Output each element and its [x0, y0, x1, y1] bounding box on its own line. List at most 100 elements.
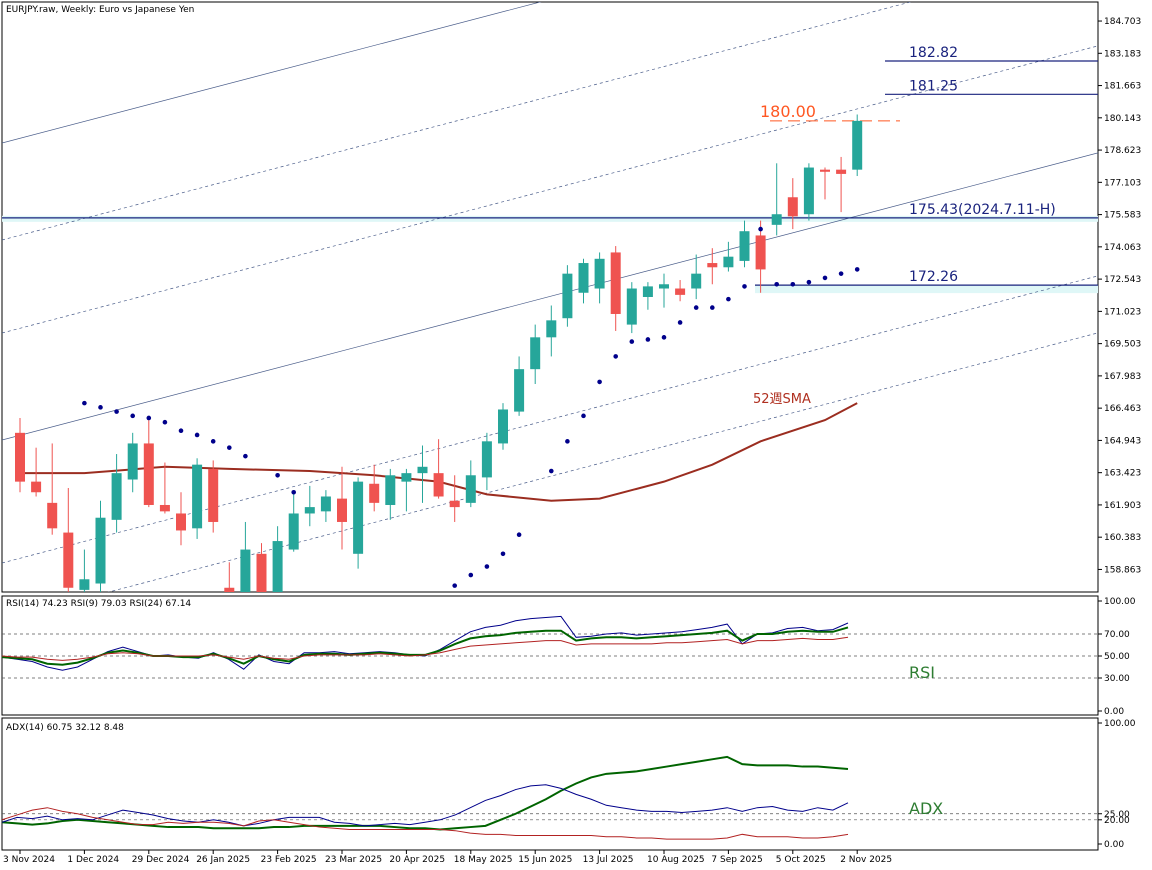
time-tick-label: 23 Mar 2025: [325, 855, 382, 865]
candle: [127, 432, 138, 493]
candle-body: [675, 288, 686, 295]
price-axis: 184.703 183.183 181.663 180.143 178.623 177.1…: [1098, 17, 1141, 575]
sar-dot: [774, 281, 779, 287]
time-tick-label: 3 Nov 2024: [3, 855, 55, 865]
adx-panel[interactable]: ADX(14) 60.75 32.12 8.48 ADX 100.00 25.00…: [1, 717, 1136, 851]
candle: [610, 246, 621, 331]
sar-dot: [452, 583, 458, 588]
sma-52-line: 52週SMA: [20, 392, 858, 502]
candle: [353, 477, 364, 569]
rsi-axis: 100.00 70.00 50.00 30.00 0.00: [1098, 597, 1136, 717]
candle: [562, 265, 573, 327]
candle: [63, 488, 74, 592]
candle-body: [707, 263, 718, 268]
candle-body: [304, 507, 315, 514]
candle-body: [240, 549, 251, 592]
candle: [272, 526, 283, 592]
candle: [514, 356, 525, 416]
candle-body: [642, 286, 653, 297]
level-label: 181.25: [909, 78, 958, 94]
channel-line: [2, 152, 1098, 441]
tick-label: 20.00: [1104, 816, 1130, 826]
candle-body: [47, 502, 58, 529]
candle-body: [192, 464, 203, 529]
candle-body: [79, 579, 90, 590]
series-line: [2, 784, 849, 827]
candle-body: [787, 197, 798, 217]
channel-line: [2, 45, 1098, 334]
channel-line: [107, 332, 1098, 592]
series-line: [2, 807, 849, 840]
candle: [95, 500, 106, 592]
tick-label: 100.00: [1104, 719, 1136, 729]
candle: [481, 432, 492, 491]
sar-dot: [661, 335, 667, 340]
candle-body: [143, 443, 154, 505]
sar-dot: [581, 413, 586, 419]
candle: [546, 305, 557, 357]
candle: [594, 252, 605, 304]
candle: [208, 460, 219, 533]
candle: [369, 464, 380, 512]
candle-body: [836, 169, 847, 174]
time-tick-label: 7 Sep 2025: [711, 855, 762, 865]
series-line: [2, 636, 849, 661]
target-label: 180.00: [760, 102, 816, 121]
sar-dot: [854, 267, 860, 272]
time-tick-label: 1 Dec 2024: [67, 855, 119, 865]
sar-dot: [146, 415, 152, 421]
sar-dot: [822, 275, 828, 281]
chart-title: EURJPY.raw, Weekly: Euro vs Japanese Yen: [6, 5, 194, 15]
candle-body: [530, 337, 541, 370]
candle: [787, 178, 798, 230]
adx-level-lines: [2, 813, 1098, 821]
regression-channel: [2, 2, 1098, 592]
rsi-title: RSI(14) 74.23 RSI(9) 79.03 RSI(24) 67.14: [6, 599, 191, 609]
candle: [47, 443, 58, 535]
time-tick-label: 20 Apr 2025: [389, 855, 445, 865]
sar-dot: [82, 400, 87, 406]
candle: [31, 447, 42, 497]
sar-dot: [677, 320, 683, 325]
sar-dot: [275, 472, 280, 478]
price-tick-label: 158.863: [1104, 565, 1141, 575]
candle-body: [288, 513, 299, 550]
candle-body: [369, 483, 380, 503]
candle-body: [481, 441, 492, 478]
rsi-panel[interactable]: RSI(14) 74.23 RSI(9) 79.03 RSI(24) 67.14…: [1, 595, 1136, 717]
sar-dot: [291, 489, 297, 495]
horizontal-levels: 182.82 181.25 175.43(2024.7.11-H) 172.26 180…: [2, 45, 1098, 286]
candle: [192, 458, 203, 539]
tick-label: 100.00: [1104, 597, 1136, 607]
sar-dot: [162, 419, 168, 425]
candle-body: [771, 214, 782, 225]
candle-body: [626, 288, 637, 325]
candle: [498, 403, 508, 450]
candle: [143, 420, 154, 508]
sar-dot: [838, 271, 844, 276]
candle-body: [691, 273, 702, 289]
level-label: 182.82: [909, 45, 958, 61]
candle: [111, 454, 122, 533]
candle: [836, 156, 847, 213]
tick-label: 0.00: [1104, 840, 1124, 850]
sar-dot: [726, 296, 731, 302]
candle: [723, 241, 734, 272]
sar-dot: [613, 354, 618, 359]
candle: [578, 258, 589, 304]
candle: [433, 439, 444, 499]
candle-body: [514, 369, 525, 412]
tick-label: 25.00: [1104, 810, 1130, 820]
candle-body: [852, 120, 863, 170]
candle: [304, 485, 315, 527]
candle-body: [433, 473, 444, 497]
candle: [320, 490, 331, 522]
candle-body: [659, 284, 669, 289]
tick-label: 30.00: [1104, 674, 1130, 684]
price-tick-label: 167.983: [1104, 372, 1141, 382]
adx-panel-label: ADX: [909, 799, 943, 818]
sar-dot: [516, 532, 522, 537]
